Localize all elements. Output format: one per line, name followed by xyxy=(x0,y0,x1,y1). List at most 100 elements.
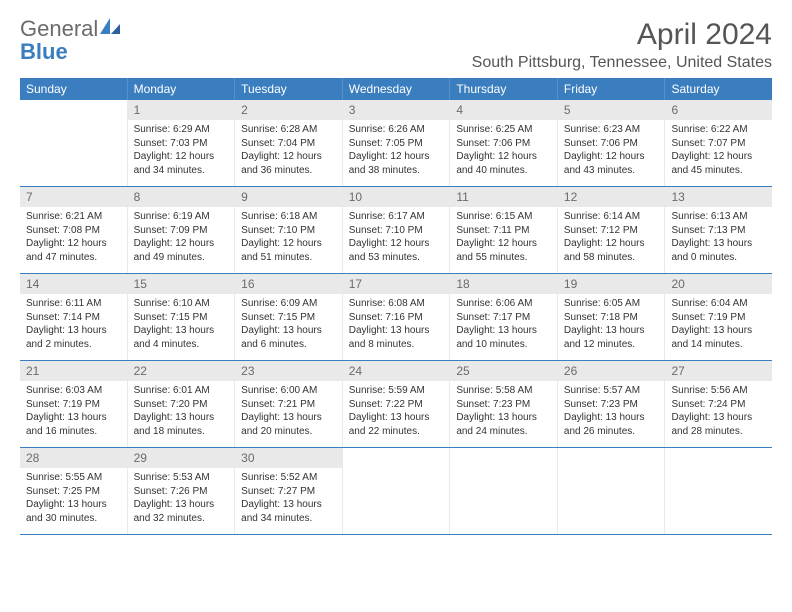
sunrise-text: Sunrise: 6:23 AM xyxy=(564,123,659,137)
daylight-line2: and 34 minutes. xyxy=(134,164,229,178)
daylight-line1: Daylight: 12 hours xyxy=(134,150,229,164)
daylight-line2: and 26 minutes. xyxy=(564,425,659,439)
day-body: Sunrise: 6:29 AMSunset: 7:03 PMDaylight:… xyxy=(128,120,235,181)
day-number: 11 xyxy=(450,187,557,207)
logo-general: General xyxy=(20,16,98,41)
day-cell: 19Sunrise: 6:05 AMSunset: 7:18 PMDayligh… xyxy=(558,274,666,360)
day-number: 28 xyxy=(20,448,127,468)
day-cell: 21Sunrise: 6:03 AMSunset: 7:19 PMDayligh… xyxy=(20,361,128,447)
day-header: Thursday xyxy=(450,78,558,100)
daylight-line2: and 10 minutes. xyxy=(456,338,551,352)
daylight-line2: and 43 minutes. xyxy=(564,164,659,178)
day-number: 14 xyxy=(20,274,127,294)
day-number: 3 xyxy=(343,100,450,120)
daylight-line1: Daylight: 13 hours xyxy=(134,411,229,425)
daylight-line1: Daylight: 12 hours xyxy=(241,237,336,251)
daylight-line2: and 49 minutes. xyxy=(134,251,229,265)
daylight-line1: Daylight: 12 hours xyxy=(564,150,659,164)
day-body: Sunrise: 6:05 AMSunset: 7:18 PMDaylight:… xyxy=(558,294,665,355)
day-body: Sunrise: 6:08 AMSunset: 7:16 PMDaylight:… xyxy=(343,294,450,355)
sunrise-text: Sunrise: 6:14 AM xyxy=(564,210,659,224)
day-body: Sunrise: 5:58 AMSunset: 7:23 PMDaylight:… xyxy=(450,381,557,442)
day-body: Sunrise: 5:52 AMSunset: 7:27 PMDaylight:… xyxy=(235,468,342,529)
sunset-text: Sunset: 7:13 PM xyxy=(671,224,766,238)
sunrise-text: Sunrise: 6:01 AM xyxy=(134,384,229,398)
day-cell: 10Sunrise: 6:17 AMSunset: 7:10 PMDayligh… xyxy=(343,187,451,273)
sunrise-text: Sunrise: 6:26 AM xyxy=(349,123,444,137)
title-block: April 2024 South Pittsburg, Tennessee, U… xyxy=(472,18,772,72)
daylight-line2: and 34 minutes. xyxy=(241,512,336,526)
day-number: 22 xyxy=(128,361,235,381)
sunset-text: Sunset: 7:16 PM xyxy=(349,311,444,325)
day-header: Tuesday xyxy=(235,78,343,100)
sunrise-text: Sunrise: 6:15 AM xyxy=(456,210,551,224)
day-number: 1 xyxy=(128,100,235,120)
day-number: 23 xyxy=(235,361,342,381)
day-cell-empty: . xyxy=(450,448,558,534)
day-body: Sunrise: 6:28 AMSunset: 7:04 PMDaylight:… xyxy=(235,120,342,181)
daylight-line1: Daylight: 13 hours xyxy=(26,324,121,338)
day-body: Sunrise: 5:57 AMSunset: 7:23 PMDaylight:… xyxy=(558,381,665,442)
sunrise-text: Sunrise: 6:25 AM xyxy=(456,123,551,137)
day-body: Sunrise: 6:01 AMSunset: 7:20 PMDaylight:… xyxy=(128,381,235,442)
day-cell: 24Sunrise: 5:59 AMSunset: 7:22 PMDayligh… xyxy=(343,361,451,447)
daylight-line1: Daylight: 13 hours xyxy=(564,411,659,425)
daylight-line1: Daylight: 13 hours xyxy=(456,324,551,338)
location: South Pittsburg, Tennessee, United State… xyxy=(472,54,772,72)
daylight-line2: and 2 minutes. xyxy=(26,338,121,352)
daylight-line1: Daylight: 12 hours xyxy=(26,237,121,251)
daylight-line2: and 38 minutes. xyxy=(349,164,444,178)
day-cell-empty: . xyxy=(665,448,772,534)
month-title: April 2024 xyxy=(472,18,772,52)
day-body: Sunrise: 6:21 AMSunset: 7:08 PMDaylight:… xyxy=(20,207,127,268)
day-number: 29 xyxy=(128,448,235,468)
day-body: Sunrise: 6:15 AMSunset: 7:11 PMDaylight:… xyxy=(450,207,557,268)
logo: General Blue xyxy=(20,18,120,64)
day-header: Friday xyxy=(558,78,666,100)
sunset-text: Sunset: 7:10 PM xyxy=(241,224,336,238)
day-body: Sunrise: 5:53 AMSunset: 7:26 PMDaylight:… xyxy=(128,468,235,529)
day-number: 15 xyxy=(128,274,235,294)
day-cell: 29Sunrise: 5:53 AMSunset: 7:26 PMDayligh… xyxy=(128,448,236,534)
daylight-line1: Daylight: 12 hours xyxy=(241,150,336,164)
daylight-line1: Daylight: 13 hours xyxy=(241,324,336,338)
daylight-line1: Daylight: 13 hours xyxy=(456,411,551,425)
day-body: Sunrise: 6:04 AMSunset: 7:19 PMDaylight:… xyxy=(665,294,772,355)
daylight-line2: and 8 minutes. xyxy=(349,338,444,352)
daylight-line2: and 6 minutes. xyxy=(241,338,336,352)
daylight-line1: Daylight: 13 hours xyxy=(671,411,766,425)
sunset-text: Sunset: 7:21 PM xyxy=(241,398,336,412)
day-number: 10 xyxy=(343,187,450,207)
sunrise-text: Sunrise: 5:56 AM xyxy=(671,384,766,398)
day-header: Wednesday xyxy=(343,78,451,100)
daylight-line2: and 28 minutes. xyxy=(671,425,766,439)
day-cell: 30Sunrise: 5:52 AMSunset: 7:27 PMDayligh… xyxy=(235,448,343,534)
daylight-line2: and 36 minutes. xyxy=(241,164,336,178)
daylight-line1: Daylight: 13 hours xyxy=(671,324,766,338)
daylight-line2: and 18 minutes. xyxy=(134,425,229,439)
daylight-line1: Daylight: 13 hours xyxy=(134,498,229,512)
day-number: 26 xyxy=(558,361,665,381)
day-number: 17 xyxy=(343,274,450,294)
sunset-text: Sunset: 7:15 PM xyxy=(241,311,336,325)
daylight-line1: Daylight: 13 hours xyxy=(349,324,444,338)
sunrise-text: Sunrise: 6:13 AM xyxy=(671,210,766,224)
day-body: Sunrise: 6:19 AMSunset: 7:09 PMDaylight:… xyxy=(128,207,235,268)
daylight-line1: Daylight: 13 hours xyxy=(241,498,336,512)
sunset-text: Sunset: 7:09 PM xyxy=(134,224,229,238)
sunrise-text: Sunrise: 6:18 AM xyxy=(241,210,336,224)
day-number: 30 xyxy=(235,448,342,468)
sunrise-text: Sunrise: 6:21 AM xyxy=(26,210,121,224)
daylight-line2: and 32 minutes. xyxy=(134,512,229,526)
sunset-text: Sunset: 7:07 PM xyxy=(671,137,766,151)
day-number: 6 xyxy=(665,100,772,120)
day-cell: 3Sunrise: 6:26 AMSunset: 7:05 PMDaylight… xyxy=(343,100,451,186)
sunset-text: Sunset: 7:12 PM xyxy=(564,224,659,238)
sunset-text: Sunset: 7:23 PM xyxy=(564,398,659,412)
day-cell: 26Sunrise: 5:57 AMSunset: 7:23 PMDayligh… xyxy=(558,361,666,447)
day-body: Sunrise: 6:00 AMSunset: 7:21 PMDaylight:… xyxy=(235,381,342,442)
day-number: 4 xyxy=(450,100,557,120)
sunrise-text: Sunrise: 5:57 AM xyxy=(564,384,659,398)
sunrise-text: Sunrise: 6:10 AM xyxy=(134,297,229,311)
day-number: 16 xyxy=(235,274,342,294)
